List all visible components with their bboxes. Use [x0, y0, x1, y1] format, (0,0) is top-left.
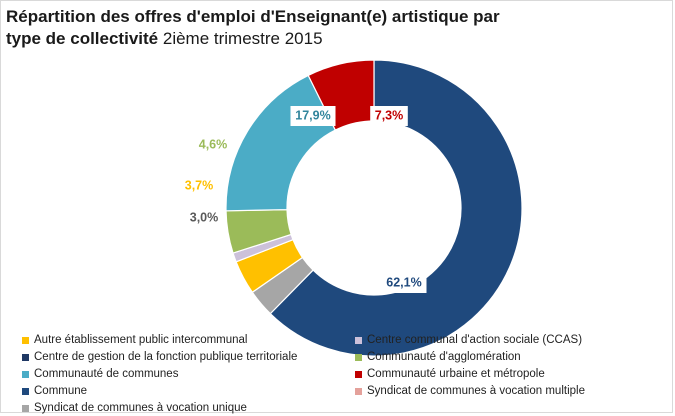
legend-item-communaute-urbaine-et-metropole: Communauté urbaine et métropole: [355, 366, 655, 382]
data-label-text: 62,1%: [386, 275, 421, 289]
legend-swatch: [22, 353, 29, 361]
data-label-text: 3,7%: [185, 178, 214, 192]
legend-label: Syndicat de communes à vocation multiple: [367, 385, 585, 397]
data-label-communaute-de-communes: 17,9%: [290, 106, 336, 126]
legend-swatch: [22, 370, 29, 378]
legend-item-autre-etablissement-public-intercommunal: Autre établissement public intercommunal: [22, 332, 355, 348]
data-label-syndicat-de-communes-a-vocation-unique: 3,0%: [190, 210, 219, 224]
data-labels: 62,1% 3,0% 3,7% 4,6% 17,9% 7,3%: [185, 106, 427, 293]
data-label-commune: 62,1%: [381, 273, 427, 293]
legend-swatch: [355, 353, 362, 361]
data-label-box: [370, 106, 408, 126]
legend-label: Syndicat de communes à vocation unique: [34, 402, 247, 414]
data-label-text: 3,0%: [190, 210, 219, 224]
legend-label: Centre de gestion de la fonction publiqu…: [34, 351, 298, 363]
legend-swatch: [355, 336, 362, 344]
data-label-text: 7,3%: [375, 108, 404, 122]
legend-item-communaute-d-agglomeration: Communauté d'agglomération: [355, 349, 655, 365]
legend-item-centre-communal-d-action-sociale-ccas: Centre communal d'action sociale (CCAS): [355, 332, 655, 348]
data-label-communaute-d-agglomeration: 4,6%: [199, 137, 228, 151]
data-label-communaute-urbaine-et-metropole: 7,3%: [370, 106, 408, 126]
legend-item-syndicat-de-communes-a-vocation-multiple: Syndicat de communes à vocation multiple: [355, 383, 655, 399]
legend-item-centre-de-gestion-de-la-fonction-publique-territoriale: Centre de gestion de la fonction publiqu…: [22, 349, 355, 365]
donut-slices: [225, 59, 523, 357]
slice-commune: [269, 59, 523, 357]
legend-label: Autre établissement public intercommunal: [34, 334, 248, 346]
legend-label: Communauté urbaine et métropole: [367, 368, 545, 380]
data-label-box: [290, 106, 336, 126]
chart-title: Répartition des offres d'emploi d'Enseig…: [6, 6, 606, 50]
title-period: 2ième trimestre 2015: [162, 29, 323, 48]
legend-item-communaute-de-communes: Communauté de communes: [22, 366, 355, 382]
legend-swatch: [22, 387, 29, 395]
data-label-autre-etablissement-public-intercommunal: 3,7%: [185, 178, 214, 192]
data-label-text: 17,9%: [295, 108, 330, 122]
legend-label: Commune: [34, 385, 88, 397]
title-line-1: Répartition des offres d'emploi d'Enseig…: [6, 7, 500, 26]
legend-item-commune: Commune: [22, 383, 355, 399]
legend-swatch: [355, 370, 362, 378]
chart-legend: Autre établissement public intercommunal…: [22, 332, 662, 416]
legend-swatch: [22, 404, 29, 412]
legend-label: Centre communal d'action sociale (CCAS): [367, 334, 583, 346]
legend-swatch: [22, 336, 29, 344]
legend-item-syndicat-de-communes-a-vocation-unique: Syndicat de communes à vocation unique: [22, 400, 355, 416]
data-label-text: 4,6%: [199, 137, 228, 151]
slice-communaute-urbaine-et-metropole: [307, 59, 375, 131]
title-line-2: type de collectivité: [6, 29, 159, 48]
legend-swatch: [355, 387, 362, 395]
legend-label: Communauté de communes: [34, 368, 179, 380]
data-label-box: [381, 273, 427, 293]
legend-label: Communauté d'agglomération: [367, 351, 521, 363]
